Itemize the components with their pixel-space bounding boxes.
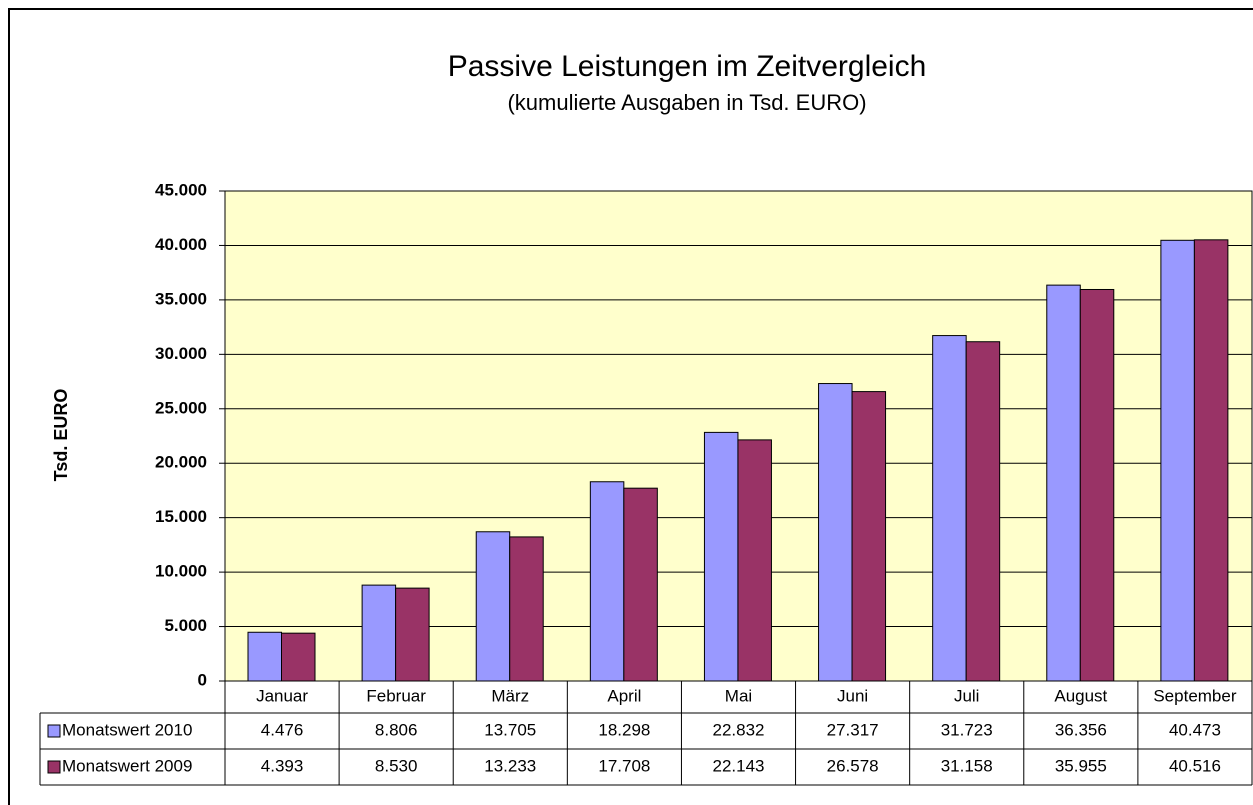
- table-value: 8.806: [375, 720, 418, 739]
- bar: [1160, 239, 1195, 682]
- x-tick-label: Januar: [256, 686, 308, 705]
- y-tick-label: 25.000: [155, 398, 207, 417]
- table-value: 31.723: [941, 720, 993, 739]
- bar: [965, 341, 1001, 682]
- table-value: 13.705: [484, 720, 536, 739]
- y-tick-label: 35.000: [155, 289, 207, 308]
- x-tick-label: Juli: [954, 686, 980, 705]
- bar: [1046, 284, 1081, 682]
- table-value: 17.708: [598, 756, 650, 775]
- y-tick-label: 5.000: [164, 616, 207, 635]
- table-value: 26.578: [827, 756, 879, 775]
- y-tick-label: 0: [198, 670, 207, 689]
- table-value: 18.298: [598, 720, 650, 739]
- table-value: 22.832: [713, 720, 765, 739]
- bar: [818, 383, 853, 682]
- y-tick-label: 20.000: [155, 453, 207, 472]
- x-tick-label: Februar: [366, 686, 426, 705]
- chart-title: Passive Leistungen im Zeitvergleich: [448, 50, 927, 83]
- y-tick-label: 45.000: [155, 180, 207, 199]
- x-tick-label: September: [1153, 686, 1236, 705]
- bar: [247, 631, 282, 682]
- y-tick-label: 15.000: [155, 507, 207, 526]
- x-tick-label: Juni: [837, 686, 868, 705]
- table-value: 13.233: [484, 756, 536, 775]
- chart-subtitle: (kumulierte Ausgaben in Tsd. EURO): [507, 90, 866, 115]
- table-value: 4.393: [261, 756, 304, 775]
- table-value: 31.158: [941, 756, 993, 775]
- x-tick-label: April: [607, 686, 641, 705]
- bar: [281, 632, 316, 682]
- legend-key: [47, 724, 61, 738]
- y-tick-label: 40.000: [155, 235, 207, 254]
- x-tick-label: August: [1054, 686, 1107, 705]
- table-value: 4.476: [261, 720, 304, 739]
- y-tick-label: 10.000: [155, 562, 207, 581]
- table-value: 36.356: [1055, 720, 1107, 739]
- table-value: 40.473: [1169, 720, 1221, 739]
- table-value: 35.955: [1055, 756, 1107, 775]
- table-value: 27.317: [827, 720, 879, 739]
- bar: [1193, 239, 1229, 682]
- legend-label: Monatswert 2009: [62, 756, 192, 775]
- bar: [589, 481, 625, 682]
- bar: [509, 536, 544, 682]
- bar: [475, 531, 511, 682]
- bar: [737, 439, 772, 682]
- table-value: 40.516: [1169, 756, 1221, 775]
- x-tick-label: Mai: [725, 686, 752, 705]
- bar: [361, 584, 397, 682]
- table-value: 22.143: [713, 756, 765, 775]
- table-value: 8.530: [375, 756, 418, 775]
- x-tick-label: März: [491, 686, 529, 705]
- bar: [932, 335, 967, 682]
- legend-label: Monatswert 2010: [62, 720, 192, 739]
- y-axis-title: Tsd. EURO: [51, 389, 71, 482]
- bar: [851, 391, 887, 682]
- bar: [703, 431, 739, 682]
- bar: [395, 587, 430, 682]
- legend-key: [47, 760, 61, 774]
- y-tick-label: 30.000: [155, 344, 207, 363]
- bar: [1079, 288, 1115, 682]
- bar: [623, 487, 658, 682]
